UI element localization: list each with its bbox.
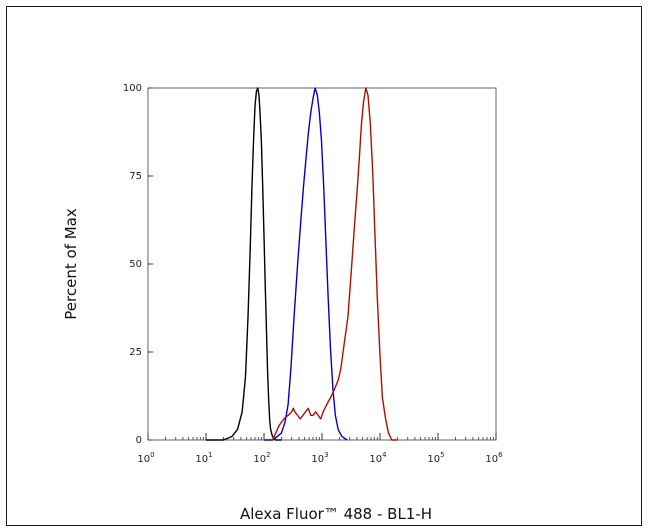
x-tick-label: 105 [427,451,444,465]
y-axis: 0 25 50 75 100 [123,83,153,446]
x-tick-label: 104 [369,451,387,465]
x-axis-title: Alexa Fluor™ 488 - BL1-H [240,505,432,523]
series-line-2 [264,87,348,441]
x-tick-label: 102 [253,451,270,465]
y-tick-label: 100 [123,83,142,94]
y-tick-label: 50 [129,259,142,270]
series-line-3 [268,87,398,441]
x-tick-label: 100 [137,451,154,465]
y-axis-title: Percent of Max [62,208,80,320]
series-group [206,87,398,441]
y-tick-label: 25 [129,347,142,358]
series-line-1 [206,87,282,441]
y-tick-label: 75 [129,171,142,182]
x-tick-label: 106 [485,451,503,465]
figure-frame [6,6,642,526]
y-tick-label: 0 [136,435,142,446]
x-tick-label: 101 [195,451,212,465]
x-tick-label: 103 [311,451,328,465]
x-axis: 100 101 102 103 104 105 106 [137,433,503,465]
